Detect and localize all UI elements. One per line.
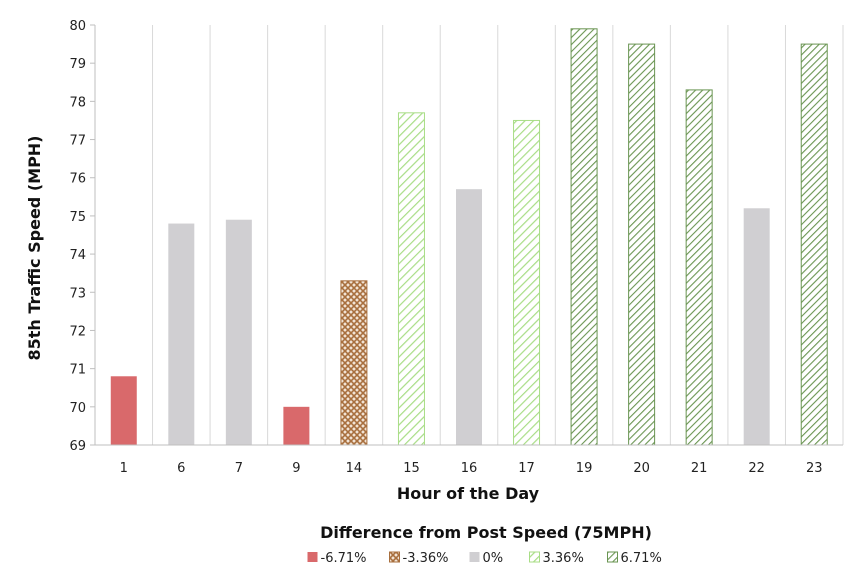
- y-axis-title: 85th Traffic Speed (MPH): [25, 136, 44, 361]
- legend-label: 3.36%: [543, 551, 584, 566]
- x-axis-title: Hour of the Day: [397, 484, 540, 503]
- y-tick-label: 79: [69, 57, 86, 72]
- bar-hour-6: [168, 223, 195, 445]
- y-tick-label: 78: [69, 95, 86, 110]
- x-tick-label: 17: [518, 461, 535, 476]
- x-tick-label: 21: [691, 461, 708, 476]
- bar-hour-21: [685, 89, 713, 446]
- y-tick-label: 69: [69, 439, 86, 454]
- x-tick-labels: 1 6 7 9 14 15 16 17 19 20 21 22 23: [120, 461, 823, 476]
- bar-hour-14: [340, 280, 368, 446]
- y-tick-label: 72: [69, 324, 86, 339]
- legend-label: -6.71%: [321, 551, 367, 566]
- legend-swatch: [389, 551, 400, 563]
- legend: -6.71% -3.36% 0% 3.36% 6.71%: [307, 551, 662, 566]
- y-tick-label: 76: [69, 172, 86, 187]
- y-tick-label: 75: [69, 210, 86, 225]
- y-tick-label: 73: [69, 286, 86, 301]
- bar-hour-20: [628, 43, 656, 446]
- bar-hour-7: [225, 219, 252, 445]
- gridlines: [94, 25, 844, 445]
- y-tick-label: 74: [69, 248, 86, 263]
- x-tick-label: 7: [235, 461, 243, 476]
- bars: [110, 28, 828, 446]
- legend-swatch: [307, 552, 318, 562]
- x-tick-label: 16: [461, 461, 478, 476]
- legend-label: 0%: [483, 551, 504, 566]
- x-tick-label: 14: [346, 461, 363, 476]
- x-tick-label: 1: [120, 461, 128, 476]
- bar-hour-23: [800, 43, 828, 446]
- legend-swatch: [607, 551, 618, 563]
- y-tick-label: 71: [69, 363, 86, 378]
- x-tick-label: 19: [576, 461, 593, 476]
- legend-swatch: [529, 551, 540, 563]
- y-tick-label: 80: [69, 19, 86, 34]
- legend-swatch: [469, 552, 480, 562]
- y-tick-label: 77: [69, 134, 86, 149]
- x-tick-label: 22: [748, 461, 765, 476]
- bar-hour-22: [743, 208, 770, 445]
- y-tick-labels: 69 70 71 72 73 74 75 76 77 78 79 80: [69, 19, 95, 454]
- bar-hour-15: [397, 112, 425, 446]
- x-tick-label: 9: [292, 461, 300, 476]
- x-tick-label: 6: [177, 461, 185, 476]
- bar-hour-9: [283, 406, 310, 445]
- x-tick-label: 20: [633, 461, 650, 476]
- x-tick-label: 23: [806, 461, 823, 476]
- legend-title: Difference from Post Speed (75MPH): [320, 523, 652, 542]
- bar-hour-17: [513, 119, 541, 446]
- bar-hour-1: [110, 376, 137, 445]
- legend-label: 6.71%: [621, 551, 662, 566]
- axes: [94, 25, 843, 446]
- legend-label: -3.36%: [403, 551, 449, 566]
- bar-hour-19: [570, 28, 598, 446]
- y-tick-label: 70: [69, 401, 86, 416]
- bar-hour-16: [456, 189, 482, 445]
- x-tick-label: 15: [403, 461, 420, 476]
